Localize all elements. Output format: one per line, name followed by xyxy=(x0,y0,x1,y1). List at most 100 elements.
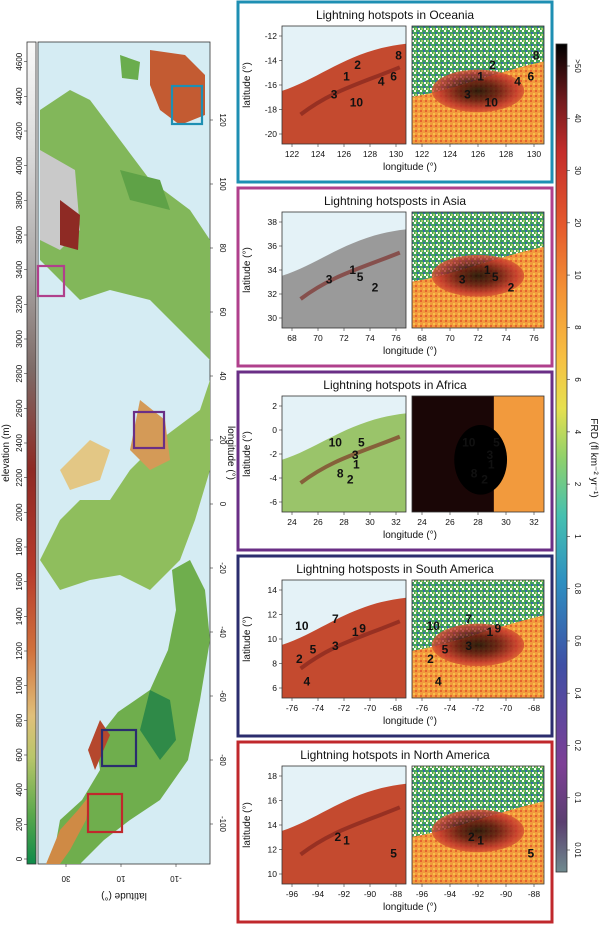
map-box-oceania xyxy=(170,84,204,126)
x-tick-label: -94 xyxy=(444,889,457,899)
frd-tick-label: 20 xyxy=(573,218,582,227)
x-tick-label: 68 xyxy=(287,333,297,343)
x-tick-label: 70 xyxy=(445,333,455,343)
x-tick-label: -92 xyxy=(472,889,485,899)
hotspot-label-frd: 1 xyxy=(477,70,484,84)
x-tick-label: 74 xyxy=(365,333,375,343)
hotspot-label-frd: 3 xyxy=(464,87,471,101)
x-tick-label: 24 xyxy=(287,517,297,527)
panel-title-oceania: Lightning hotspots in Oceania xyxy=(316,8,474,22)
y-axis-label: latitude (°) xyxy=(242,616,253,662)
hotspot-label-frd: 5 xyxy=(492,270,499,284)
elevation-tick-label: 3600 xyxy=(15,226,24,244)
map-box-south-america xyxy=(100,728,138,768)
y-tick-label: -6 xyxy=(269,497,277,507)
y-tick-label: 0 xyxy=(272,425,277,435)
hotspot-label-elev: 9 xyxy=(359,621,366,635)
x-tick-label: -96 xyxy=(416,889,429,899)
map-box-north-america xyxy=(86,792,124,834)
new-guinea xyxy=(120,55,140,80)
map-lon-tick-label: -20 xyxy=(218,562,227,574)
y-tick-label: -20 xyxy=(265,129,278,139)
frd-hot-region xyxy=(431,69,525,113)
elevation-tick-label: 1000 xyxy=(15,676,24,694)
y-tick-label: -14 xyxy=(265,56,278,66)
hotspot-label-frd: 2 xyxy=(468,830,475,844)
map-latitude-axis-label: latitude (°) xyxy=(101,890,147,901)
y-tick-label: 12 xyxy=(268,610,278,620)
hotspot-label-elev: 1 xyxy=(343,833,350,847)
frd-hot-region xyxy=(431,623,525,667)
elevation-terrain xyxy=(282,229,406,328)
hotspot-label-elev: 2 xyxy=(296,652,303,666)
hotspot-label-elev: 5 xyxy=(358,435,365,449)
map-lon-tick-label: -40 xyxy=(218,626,227,638)
hotspot-label-elev: 6 xyxy=(390,70,397,84)
map-box-africa xyxy=(132,410,166,450)
hotspot-label-frd: 1 xyxy=(488,457,495,471)
y-tick-label: -18 xyxy=(265,105,278,115)
x-tick-label: 68 xyxy=(417,333,427,343)
x-tick-label: -90 xyxy=(364,889,377,899)
x-tick-label: 72 xyxy=(339,333,349,343)
map-lon-tick-label: -60 xyxy=(218,690,227,702)
elevation-tick-label: 3200 xyxy=(15,295,24,313)
x-tick-label: 28 xyxy=(473,517,483,527)
y-axis-label: latitude (°) xyxy=(242,247,253,293)
x-tick-label: 30 xyxy=(365,517,375,527)
hotspot-label-frd: 3 xyxy=(465,639,472,653)
asia-land xyxy=(40,90,210,360)
elevation-tick-label: 600 xyxy=(15,748,24,762)
x-tick-label: -70 xyxy=(364,703,377,713)
hotspot-label-frd: 3 xyxy=(487,448,494,462)
map-lon-tick-label: 60 xyxy=(218,308,227,317)
x-tick-label: 126 xyxy=(337,149,351,159)
hotspot-label-elev: 4 xyxy=(378,74,385,88)
map-lon-tick-label: 0 xyxy=(218,502,227,507)
x-tick-label: 26 xyxy=(313,517,323,527)
hotspot-label-frd: 10 xyxy=(426,619,440,633)
elevation-tick-label: 3400 xyxy=(15,260,24,278)
y-tick-label: 14 xyxy=(268,585,278,595)
hotspot-label-frd: 1 xyxy=(487,625,494,639)
elevation-tick-label: 4600 xyxy=(15,52,24,70)
hotspot-label-elev: 4 xyxy=(303,674,310,688)
east-africa-highlands xyxy=(130,400,170,470)
hotspot-label-frd: 10 xyxy=(485,96,499,110)
x-tick-label: 72 xyxy=(473,333,483,343)
frd-tick-label: 0.01 xyxy=(573,842,582,858)
x-tick-label: -72 xyxy=(338,703,351,713)
x-tick-label: -90 xyxy=(500,889,513,899)
frd-tick-label: 10 xyxy=(573,271,582,280)
x-tick-label: 28 xyxy=(339,517,349,527)
elevation-tick-label: 0 xyxy=(15,856,24,861)
y-tick-label: 32 xyxy=(268,289,278,299)
x-tick-label: 130 xyxy=(527,149,541,159)
elevation-terrain xyxy=(282,43,406,145)
frd-tick-label: 0.4 xyxy=(573,688,582,700)
elevation-tick-label: 3000 xyxy=(15,330,24,348)
elevation-terrain xyxy=(282,597,406,698)
australia-land xyxy=(150,50,205,125)
hotspot-label-elev: 3 xyxy=(331,87,338,101)
south-america-land xyxy=(52,560,210,864)
elevation-axis-label: elevation (m) xyxy=(1,424,12,482)
elevation-terrain xyxy=(282,413,406,512)
x-tick-label: -70 xyxy=(500,703,513,713)
y-tick-label: 36 xyxy=(268,241,278,251)
y-tick-label: 18 xyxy=(268,771,278,781)
amazon-lowland xyxy=(140,690,176,760)
y-axis-label: latitude (°) xyxy=(242,802,253,848)
elevation-tick-label: 800 xyxy=(15,713,24,727)
y-tick-label: -2 xyxy=(269,449,277,459)
y-tick-label: 10 xyxy=(268,869,278,879)
frd-tick-label: 6 xyxy=(573,377,582,382)
elevation-tick-label: 1200 xyxy=(15,642,24,660)
southeast-asia xyxy=(120,170,170,210)
frd-tick-label: 0.1 xyxy=(573,792,582,804)
map-box-asia xyxy=(36,264,66,298)
y-axis-label: latitude (°) xyxy=(242,62,253,108)
x-axis-label: longitude (°) xyxy=(383,716,437,727)
map-lon-tick-label: 100 xyxy=(218,177,227,191)
x-tick-label: -74 xyxy=(444,703,457,713)
